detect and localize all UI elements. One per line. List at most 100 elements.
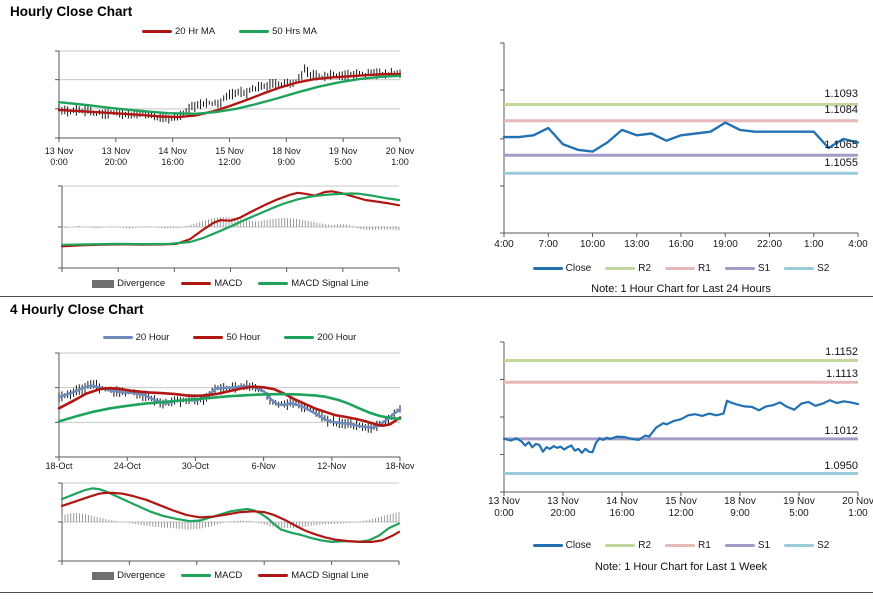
legend-item-label: S2	[817, 540, 830, 551]
legend-item-label: 50 Hour	[226, 332, 261, 343]
legend-swatch-icon	[92, 571, 115, 580]
legend-swatch-icon	[784, 544, 815, 547]
legend-swatch-icon	[724, 267, 755, 270]
legend-item-label: S1	[757, 540, 771, 551]
legend-item: 20 Hour	[102, 332, 169, 343]
x-tick-date: 19 Nov	[783, 496, 815, 507]
legend-item: R1	[665, 263, 711, 274]
legend-item: MACD Signal Line	[258, 278, 369, 289]
legend-item-label: R1	[698, 540, 711, 551]
x-tick-time: 9:00	[277, 157, 296, 167]
x-axis-weekly-sr: 13 Nov 0:00 13 Nov 20:00 14 Nov 16:00 15 Nov 12…	[488, 496, 873, 520]
level-label-s1: 1.1065	[824, 139, 858, 151]
x-tick-date: 14 Nov	[606, 496, 638, 507]
bottom-divider	[0, 592, 873, 593]
x-axis-hourly-close: 13 Nov 0:00 13 Nov 20:00 14 Nov 16:00 15 Nov 12…	[45, 146, 415, 168]
x-tick-time: 16:00	[609, 508, 635, 519]
legend-item: MACD Signal Line	[258, 570, 369, 581]
level-label-r2: 1.1152	[825, 346, 858, 358]
x-tick-time: 22:00	[756, 239, 783, 250]
legend-swatch-icon	[193, 336, 224, 339]
legend-swatch-icon	[258, 574, 289, 577]
x-tick-date: 18 Nov	[272, 146, 301, 156]
legend-swatch-icon	[181, 282, 212, 285]
legend-item: Divergence	[92, 570, 165, 581]
y-axis-4h-macd	[8, 476, 57, 567]
legend-item-label: R2	[638, 263, 652, 274]
legend-item: 200 Hour	[284, 332, 356, 343]
legend-item: S2	[784, 540, 829, 551]
legend-swatch-icon	[102, 336, 133, 339]
x-tick-date: 20 Nov	[385, 146, 415, 156]
legend-swatch-icon	[239, 30, 270, 33]
legend-item-label: S1	[757, 263, 771, 274]
legend-hourly-macd: Divergence MACD MACD Signal Line	[62, 276, 399, 291]
legend-item: Close	[532, 263, 592, 274]
legend-item-label: 200 Hour	[317, 332, 357, 343]
x-tick-time: 4:00	[494, 239, 514, 250]
level-label-r2: 1.1093	[824, 88, 858, 100]
legend-item-label: Close	[565, 263, 592, 274]
legend-item-label: Divergence	[117, 278, 166, 289]
legend-swatch-icon	[92, 279, 115, 288]
legend-item: Divergence	[92, 278, 165, 289]
legend-swatch-icon	[142, 30, 172, 33]
legend-4h-close: 20 Hour 50 Hour 200 Hour	[59, 330, 400, 345]
legend-item-label: MACD Signal Line	[291, 570, 369, 581]
x-tick-time: 1:00	[848, 508, 868, 519]
y-axis-4h-close	[8, 346, 54, 463]
x-tick-time: 0:00	[494, 508, 514, 519]
legend-hourly-sr: Close R2 R1 S1 S2	[504, 261, 858, 276]
legend-weekly-sr: Close R2 R1 S1 S2	[504, 538, 858, 553]
legend-item: R1	[665, 540, 711, 551]
x-tick-date: 18-Oct	[45, 461, 73, 471]
legend-swatch-icon	[605, 544, 636, 547]
level-label-r1: 1.1084	[824, 104, 858, 116]
x-tick-time: 5:00	[789, 508, 809, 519]
x-tick-time: 0:00	[50, 157, 68, 167]
x-tick-time: 5:00	[334, 157, 352, 167]
x-tick-time: 13:00	[624, 239, 650, 250]
legend-item-label: MACD Signal Line	[291, 278, 369, 289]
x-tick-time: 7:00	[538, 239, 558, 250]
x-tick-time: 20:00	[104, 157, 128, 167]
legend-item-label: Divergence	[117, 570, 166, 581]
section-divider	[0, 296, 873, 297]
x-tick-time: 9:00	[730, 508, 750, 519]
legend-item: 20 Hr MA	[142, 26, 215, 37]
x-tick-time: 1:00	[391, 157, 409, 167]
x-axis-hourly-sr: 4:00 7:00 10:00 13:00 16:00 19:00 22:00 1:00 4:0…	[494, 239, 867, 251]
x-tick-time: 16:00	[161, 157, 184, 167]
legend-item-label: 20 Hr MA	[175, 26, 216, 37]
x-tick-date: 13 Nov	[488, 496, 520, 507]
note-weekly-sr: Note: 1 Hour Chart for Last 1 Week	[594, 561, 768, 573]
x-tick-date: 13 Nov	[44, 146, 74, 156]
x-tick-date: 13 Nov	[547, 496, 579, 507]
legend-item: S1	[724, 540, 771, 551]
y-axis-weekly-sr	[452, 335, 497, 498]
legend-item: R2	[605, 540, 651, 551]
x-tick-date: 12-Nov	[317, 461, 347, 471]
legend-item: MACD	[181, 570, 242, 581]
legend-item: MACD	[181, 278, 242, 289]
x-tick-time: 12:00	[668, 508, 694, 519]
level-label-s2: 1.1055	[824, 157, 858, 169]
note-hourly-sr: Note: 1 Hour Chart for Last 24 Hours	[591, 283, 771, 295]
legend-item: R2	[605, 263, 651, 274]
x-tick-time: 4:00	[848, 239, 868, 250]
legend-swatch-icon	[724, 544, 755, 547]
x-tick-date: 6-Nov	[251, 461, 276, 471]
x-tick-date: 30-Oct	[181, 461, 209, 471]
y-axis-hourly-macd	[8, 180, 57, 275]
legend-swatch-icon	[784, 267, 815, 270]
x-tick-time: 19:00	[712, 239, 738, 250]
x-tick-time: 1:00	[804, 239, 824, 250]
y-axis-hourly-sr	[452, 36, 497, 239]
legend-swatch-icon	[258, 282, 289, 285]
legend-item: Close	[532, 540, 591, 551]
legend-swatch-icon	[532, 544, 563, 547]
x-tick-date: 15 Nov	[665, 496, 697, 507]
legend-swatch-icon	[605, 267, 636, 270]
